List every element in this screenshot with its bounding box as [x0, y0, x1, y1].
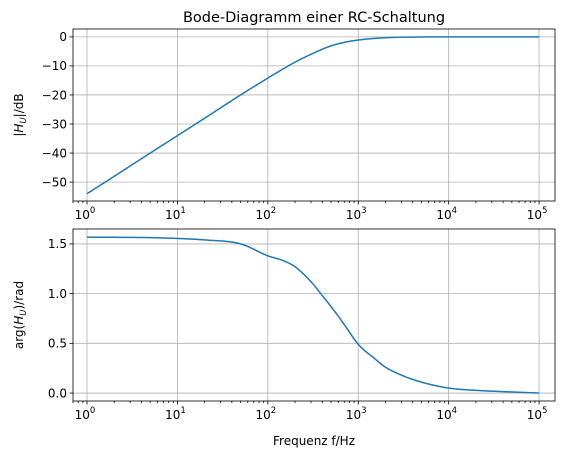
magnitude-panel: 0 −10 −20 −30 −40 −50 100 101 102 103 104 105 Bode…	[12, 10, 556, 222]
magnitude-axes-frame	[72, 28, 556, 202]
magnitude-y-tick-label: −10	[42, 59, 67, 73]
magnitude-y-tick-label: −50	[42, 175, 67, 189]
phase-x-tick-label: 104	[436, 406, 457, 422]
magnitude-y-tick-label: 0	[59, 30, 67, 44]
phase-axes-frame	[72, 228, 556, 402]
magnitude-x-tick-label: 102	[255, 206, 276, 222]
magnitude-y-ticks: 0 −10 −20 −30 −40 −50	[42, 30, 73, 189]
phase-x-tick-label: 102	[255, 406, 276, 422]
chart-title: Bode-Diagramm einer RC-Schaltung	[183, 10, 445, 26]
magnitude-x-ticks: 100 101 102 103 104 105	[72, 201, 548, 222]
magnitude-y-tick-label: −40	[42, 146, 67, 160]
phase-x-tick-label: 103	[346, 406, 367, 422]
magnitude-grid	[73, 29, 555, 201]
phase-y-tick-label: 0.0	[48, 386, 67, 400]
magnitude-series-line	[86, 36, 540, 195]
phase-y-tick-label: 0.5	[48, 337, 67, 351]
magnitude-x-tick-label: 100	[75, 206, 96, 222]
magnitude-y-tick-label: −20	[42, 88, 67, 102]
phase-y-tick-label: 1.5	[48, 237, 67, 251]
magnitude-x-tick-label: 101	[165, 206, 186, 222]
magnitude-x-tick-label: 103	[346, 206, 367, 222]
magnitude-x-tick-label: 104	[436, 206, 457, 222]
phase-y-axis-label: arg(HU)/rad	[12, 281, 29, 349]
phase-x-tick-label: 101	[165, 406, 186, 422]
phase-grid	[73, 229, 555, 401]
phase-series-line	[87, 236, 540, 394]
magnitude-y-tick-label: −30	[42, 117, 67, 131]
phase-x-tick-label: 105	[527, 406, 548, 422]
phase-y-tick-label: 1.0	[48, 287, 67, 301]
phase-x-tick-label: 100	[75, 406, 96, 422]
magnitude-x-tick-label: 105	[527, 206, 548, 222]
phase-y-ticks: 0.0 0.5 1.0 1.5	[48, 237, 73, 400]
phase-panel: 0.0 0.5 1.0 1.5 100 101 102 103 104 105 Frequenz…	[12, 228, 556, 448]
magnitude-y-axis-label: |HU|/dB	[12, 93, 29, 136]
phase-x-axis-label: Frequenz f/Hz	[273, 434, 355, 448]
